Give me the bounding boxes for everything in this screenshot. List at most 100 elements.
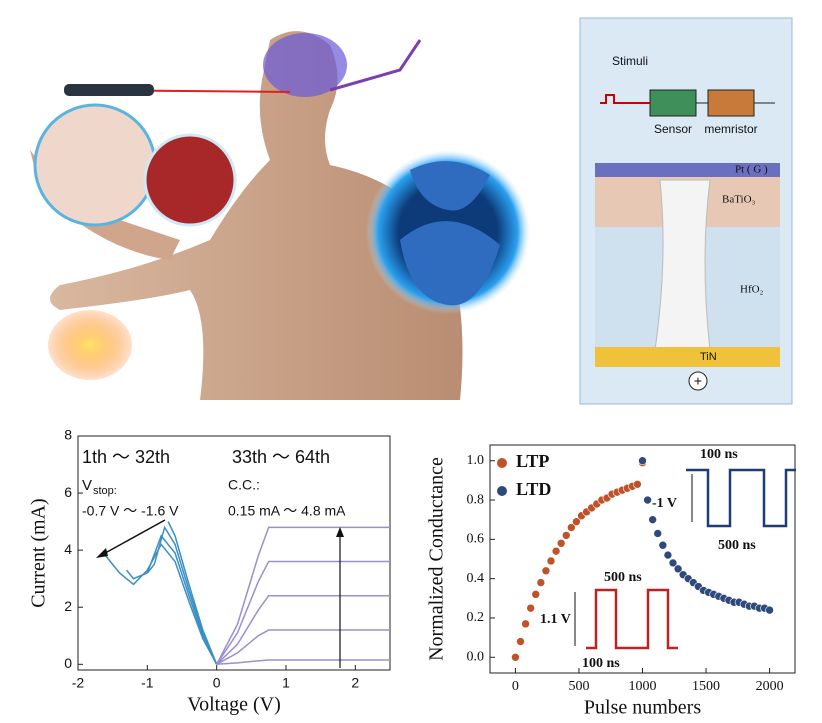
y-tick-label: 1.0 <box>467 453 485 468</box>
y-tick-label: 4 <box>64 541 72 557</box>
body <box>50 31 463 400</box>
data-point <box>668 558 678 568</box>
brain <box>263 33 347 97</box>
data-line <box>216 595 390 665</box>
annotation: 1.1 V <box>540 612 571 627</box>
x-axis-label: Pulse numbers <box>584 697 701 719</box>
tin-layer <box>595 347 780 367</box>
y-axis-label: Current (mA) <box>28 498 50 607</box>
data-point <box>673 564 683 574</box>
flashlight <box>64 84 154 96</box>
terminal <box>688 371 708 391</box>
data-point <box>572 517 581 526</box>
y-tick-label: 8 <box>64 427 72 443</box>
y-tick-label: 0.4 <box>467 571 485 586</box>
data-line <box>105 543 218 665</box>
label: memristor <box>704 122 757 136</box>
pulse <box>600 94 650 104</box>
data-point <box>567 523 576 532</box>
charts: -2 -1 0 1 2 0 2 4 6 8 Voltage (V) Current (mA) 1th ～… <box>28 427 796 719</box>
x-tick-label: 2 <box>351 675 359 691</box>
annotation: 500 ns <box>718 538 756 553</box>
data-point <box>658 540 668 550</box>
x-axis-label: Voltage (V) <box>187 694 281 716</box>
skin-inset <box>33 103 157 227</box>
data-point <box>516 637 525 646</box>
y-tick-label: 0 <box>64 655 72 671</box>
legend-label: LTD <box>516 479 551 499</box>
arm <box>30 150 180 260</box>
annotation: C.C.: <box>228 477 260 493</box>
label: Sensor <box>654 122 692 136</box>
y-axis-label: Normalized Conductance <box>426 457 448 661</box>
x-tick-label: -1 <box>141 675 154 691</box>
annotation: -1 V <box>652 496 677 511</box>
x-tick-label: 500 <box>568 679 589 694</box>
annotation: 100 ns <box>582 656 620 671</box>
annotation: 100 ns <box>700 447 738 462</box>
data-point <box>561 531 571 540</box>
label: HfO₂ <box>740 284 764 296</box>
y-tick-label: 0.8 <box>467 492 485 507</box>
synapse-post <box>400 221 500 306</box>
data-point <box>638 456 647 466</box>
annotation-graphic <box>96 548 108 558</box>
x-tick-label: 0 <box>512 679 519 694</box>
legend-marker <box>497 458 507 468</box>
annotation-graphic <box>97 519 166 558</box>
label: TiN <box>700 351 717 363</box>
annotation-graphic <box>336 527 344 537</box>
data-point <box>541 566 551 576</box>
annotation-graphic <box>686 468 796 528</box>
data-point <box>643 495 652 505</box>
annotation: 0.15 mA ～ 4.8 mA <box>228 503 346 519</box>
annotation-graphic <box>586 588 678 650</box>
annotation: stop: <box>93 485 117 497</box>
data-line <box>167 521 218 665</box>
blood-inset <box>143 133 237 227</box>
label: BaTiO₃ <box>722 194 756 206</box>
x-tick-label: -2 <box>72 675 85 691</box>
data-point <box>648 515 657 524</box>
data-line <box>216 659 390 666</box>
label: Stimuli <box>612 54 648 68</box>
data-point <box>511 652 520 662</box>
data-point <box>546 556 556 566</box>
data-line <box>146 525 218 665</box>
synapse-pre <box>410 161 490 211</box>
data-point <box>526 603 535 613</box>
data-point <box>521 619 530 629</box>
x-tick-label: 1000 <box>629 679 657 694</box>
label: Pt ( G ) <box>735 164 768 176</box>
x-tick-label: 1 <box>282 675 290 691</box>
memristor-box <box>707 89 755 117</box>
legend-label: LTP <box>516 451 549 471</box>
y-tick-label: 0.2 <box>467 610 485 625</box>
data-point <box>653 529 663 538</box>
data-point <box>633 480 642 489</box>
data-line <box>125 534 218 665</box>
x-tick-label: 2000 <box>756 679 784 694</box>
illustration: Stimuli Sensor memristor Pt ( G ) BaTiO₃… <box>30 17 793 405</box>
y-tick-label: 0.0 <box>467 649 485 664</box>
plot-frame <box>77 435 391 671</box>
y-tick-label: 2 <box>64 598 72 614</box>
legend-marker <box>497 486 507 496</box>
x-tick-label: 1500 <box>692 679 720 694</box>
data-point <box>531 590 541 599</box>
flame <box>48 310 132 380</box>
annotation: 33th ～ 64th <box>232 447 330 467</box>
annotation: 500 ns <box>604 570 642 585</box>
data-point <box>536 578 546 587</box>
data-point <box>663 550 673 560</box>
label: + <box>694 373 702 389</box>
annotation: 1th ～ 32th <box>82 447 170 467</box>
data-point <box>765 605 774 615</box>
y-tick-label: 0.6 <box>467 532 485 547</box>
x-tick-label: 0 <box>213 675 221 691</box>
neuron <box>329 39 422 92</box>
data-line <box>216 526 390 665</box>
data-line <box>216 560 390 665</box>
